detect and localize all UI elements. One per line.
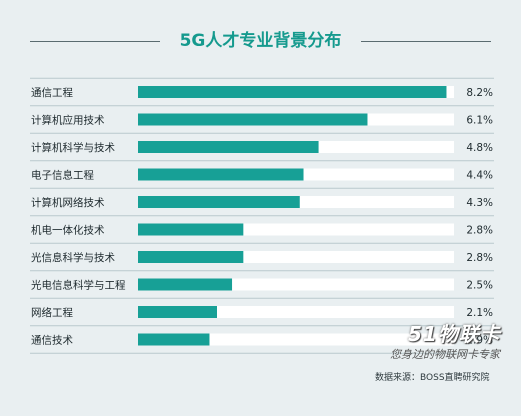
value-label: 6.1% (466, 115, 493, 127)
chart-title-row: 5G人才专业背景分布 (30, 28, 491, 54)
value-label: 2.5% (466, 280, 493, 292)
category-label: 网络工程 (31, 306, 73, 319)
title-divider-right (361, 41, 491, 42)
category-label: 光信息科学与技术 (31, 251, 115, 264)
bar (138, 223, 244, 236)
data-source-note: 数据来源：BOSS直聘研究院 (375, 373, 490, 383)
value-label: 4.3% (466, 197, 493, 209)
bar-track (138, 333, 454, 346)
bar (138, 113, 368, 126)
chart-title: 5G人才专业背景分布 (179, 31, 342, 51)
bar (138, 141, 319, 153)
category-label: 通信技术 (31, 334, 73, 347)
value-label: 8.2% (466, 87, 493, 99)
value-label: 2.8% (466, 225, 493, 237)
category-label: 计算机网络技术 (31, 196, 105, 209)
brand-watermark: 51物联卡 您身边的物联网卡专家 (390, 318, 502, 366)
value-label: 4.8% (466, 142, 493, 154)
category-label: 机电一体化技术 (31, 224, 105, 237)
title-divider-left (30, 41, 160, 42)
value-label: 1.9% (466, 335, 493, 347)
bar (138, 196, 300, 208)
bar (138, 278, 233, 291)
bar (138, 86, 447, 98)
category-label: 通信工程 (31, 87, 73, 99)
value-label: 2.1% (466, 307, 493, 319)
bar (138, 251, 244, 263)
bar (138, 306, 217, 318)
bar (138, 168, 304, 181)
category-label: 计算机应用技术 (31, 114, 105, 127)
value-label: 4.4% (466, 170, 493, 182)
watermark-logo: 51物联卡 (408, 322, 501, 346)
value-label: 2.8% (466, 252, 493, 264)
category-label: 计算机科学与技术 (31, 141, 115, 154)
category-label: 电子信息工程 (31, 169, 94, 182)
category-label: 光电信息科学与工程 (31, 279, 126, 292)
watermark-slogan: 您身边的物联网卡专家 (390, 348, 500, 361)
bar (138, 333, 210, 346)
